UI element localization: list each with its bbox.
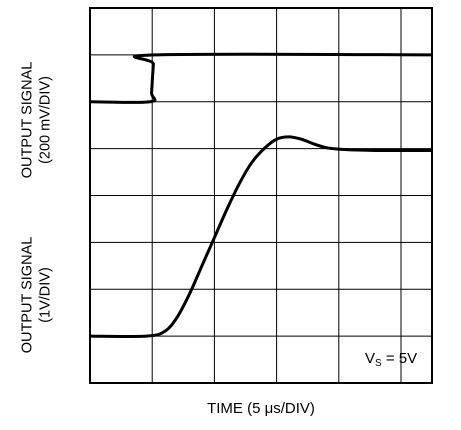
y-axis-label-top-line1: OUTPUT SIGNAL (18, 61, 35, 179)
y-axis-label-top: OUTPUT SIGNAL (200 mV/DIV) (18, 62, 54, 179)
y-axis-label-bottom-line2: (1V/DIV) (36, 267, 53, 323)
y-axis-label-bottom-line1: OUTPUT SIGNAL (18, 236, 35, 354)
trace-output-response (89, 135, 432, 338)
plot-frame (89, 7, 433, 384)
grid-lines (90, 8, 432, 383)
x-axis-label: TIME (5 μs/DIV) (207, 400, 315, 417)
annotation-main: V (365, 350, 376, 367)
y-axis-label-top-line2: (200 mV/DIV) (36, 76, 53, 164)
annotation-subscript: S (375, 358, 382, 369)
annotation-rest: = 5V (381, 350, 418, 367)
supply-voltage-annotation: VS = 5V (365, 350, 417, 369)
trace-input-step (89, 52, 433, 104)
traces (89, 52, 433, 338)
y-axis-label-bottom: OUTPUT SIGNAL (1V/DIV) (18, 237, 54, 354)
